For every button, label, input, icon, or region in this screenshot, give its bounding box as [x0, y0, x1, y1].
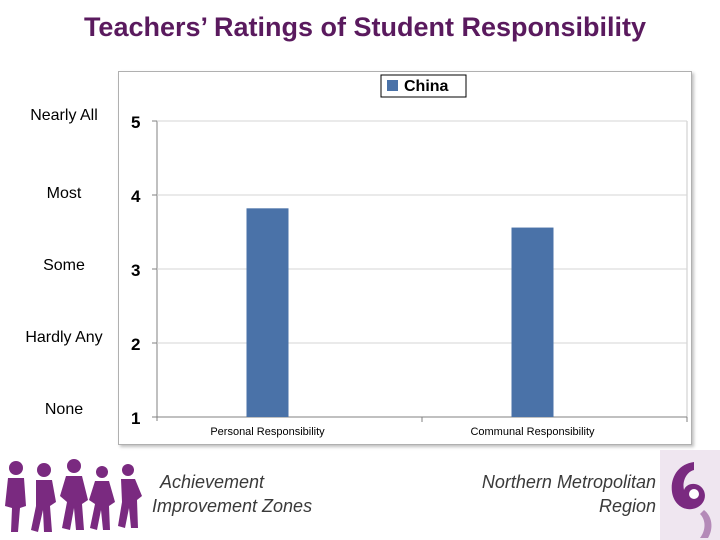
children-logo-icon	[5, 459, 142, 532]
slide-title: Teachers’ Ratings of Student Responsibil…	[83, 12, 647, 42]
footer-left-line2: Improvement Zones	[152, 496, 313, 516]
x-tick-label-1: Communal Responsibility	[470, 426, 595, 438]
x-tick-label-0: Personal Responsibility	[210, 426, 325, 438]
bar-0	[246, 208, 289, 417]
scale-label-some: Some	[43, 257, 85, 274]
scale-label-hardly-any: Hardly Any	[25, 329, 103, 346]
y-tick-label-3: 3	[131, 261, 140, 280]
footer-left-line1: Achievement	[160, 472, 265, 492]
y-tick-label-5: 5	[131, 113, 140, 132]
y-tick-label-4: 4	[131, 187, 141, 206]
legend-swatch	[387, 80, 398, 91]
bar-chart: 5 4 3 2 1 Personal Responsibility Communal Res…	[131, 74, 688, 438]
chart-frame: 5 4 3 2 1 Personal Responsibility Communal Res…	[118, 71, 692, 445]
scale-label-most: Most	[46, 185, 82, 202]
footer-left-text: Achievement Improvement Zones	[152, 470, 352, 518]
scale-label-nearly-all: Nearly All	[30, 107, 98, 124]
footer-right-line2: Region	[598, 496, 656, 516]
y-tick-label-1: 1	[131, 409, 140, 428]
bar-1	[511, 227, 554, 417]
legend-box	[380, 74, 467, 98]
region-logo-icon	[660, 450, 720, 540]
y-tick-label-2: 2	[131, 335, 140, 354]
footer-right-line1: Northern Metropolitan	[481, 472, 656, 492]
footer-right-text: Northern Metropolitan Region	[440, 470, 656, 518]
legend-label: China	[404, 78, 449, 95]
scale-label-none: None	[44, 401, 84, 418]
